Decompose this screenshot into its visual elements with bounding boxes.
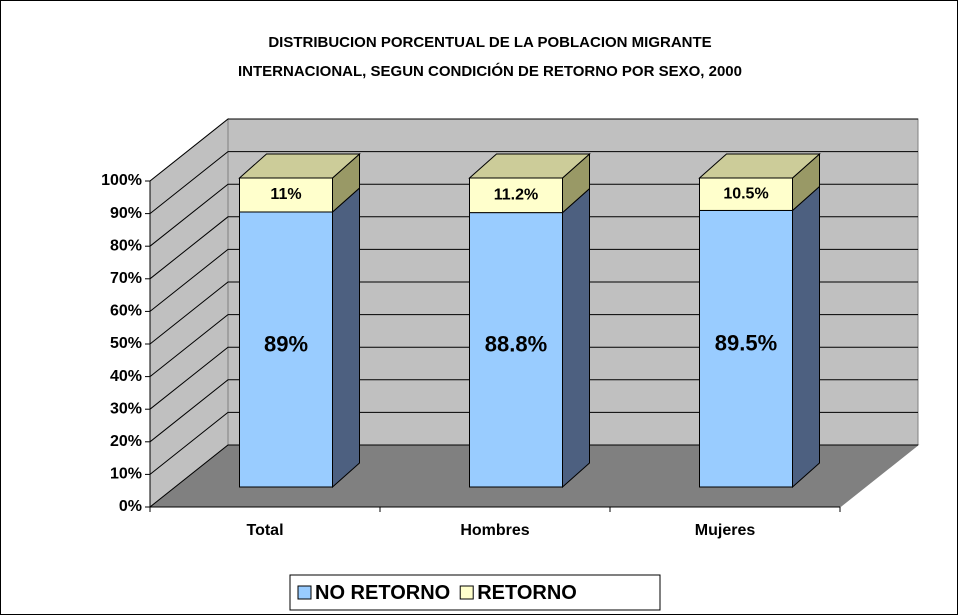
bar: [469, 212, 563, 488]
data-label: 10.5%: [723, 185, 768, 202]
grid-line: [149, 346, 918, 410]
legend-swatch: [297, 585, 312, 600]
grid-line: [149, 118, 918, 182]
grid-line: [149, 444, 918, 508]
legend-box: [289, 574, 661, 611]
y-tick-label: 60%: [110, 303, 142, 320]
grid-line: [149, 151, 918, 214]
bar-side: [332, 186, 360, 489]
bar: [239, 211, 333, 488]
y-tick-label: 50%: [110, 335, 142, 352]
grid-line: [149, 411, 918, 475]
y-tick-label: 20%: [110, 433, 142, 450]
chart-title: INTERNACIONAL, SEGUN CONDICIÓN DE RETORN…: [238, 62, 742, 80]
grid-line: [149, 314, 918, 377]
data-label: 11%: [270, 186, 301, 203]
y-tick-label: 10%: [110, 466, 142, 483]
y-tick-label: 80%: [110, 237, 142, 254]
bar: [469, 177, 563, 214]
y-tick-label: 90%: [110, 205, 142, 222]
legend-swatch: [459, 585, 474, 600]
bar: [239, 177, 333, 213]
legend-label: RETORNO: [477, 582, 577, 604]
data-label: 89%: [264, 331, 308, 356]
grid-line: [149, 216, 918, 280]
x-tick-label: Mujeres: [695, 522, 756, 539]
bar-side: [792, 185, 820, 489]
bar: [699, 209, 793, 488]
bar-side: [562, 187, 590, 489]
grid-line: [149, 379, 918, 443]
data-label: 89.5%: [715, 331, 777, 356]
data-label: 11.2%: [494, 187, 538, 204]
chart-title: DISTRIBUCION PORCENTUAL DE LA POBLACION …: [268, 34, 711, 51]
bar: [699, 177, 793, 211]
grid-line: [149, 248, 918, 312]
y-tick-label: 30%: [110, 400, 142, 417]
legend-label: NO RETORNO: [315, 582, 450, 604]
y-tick-label: 70%: [110, 270, 142, 287]
grid-line: [149, 183, 918, 247]
x-tick-label: Total: [246, 522, 283, 539]
y-tick-label: 40%: [110, 368, 142, 385]
data-label: 88.8%: [485, 332, 547, 357]
y-tick-label: 100%: [101, 172, 142, 189]
grid-line: [149, 281, 918, 345]
x-tick-label: Hombres: [460, 522, 529, 539]
y-tick-label: 0%: [119, 498, 142, 515]
